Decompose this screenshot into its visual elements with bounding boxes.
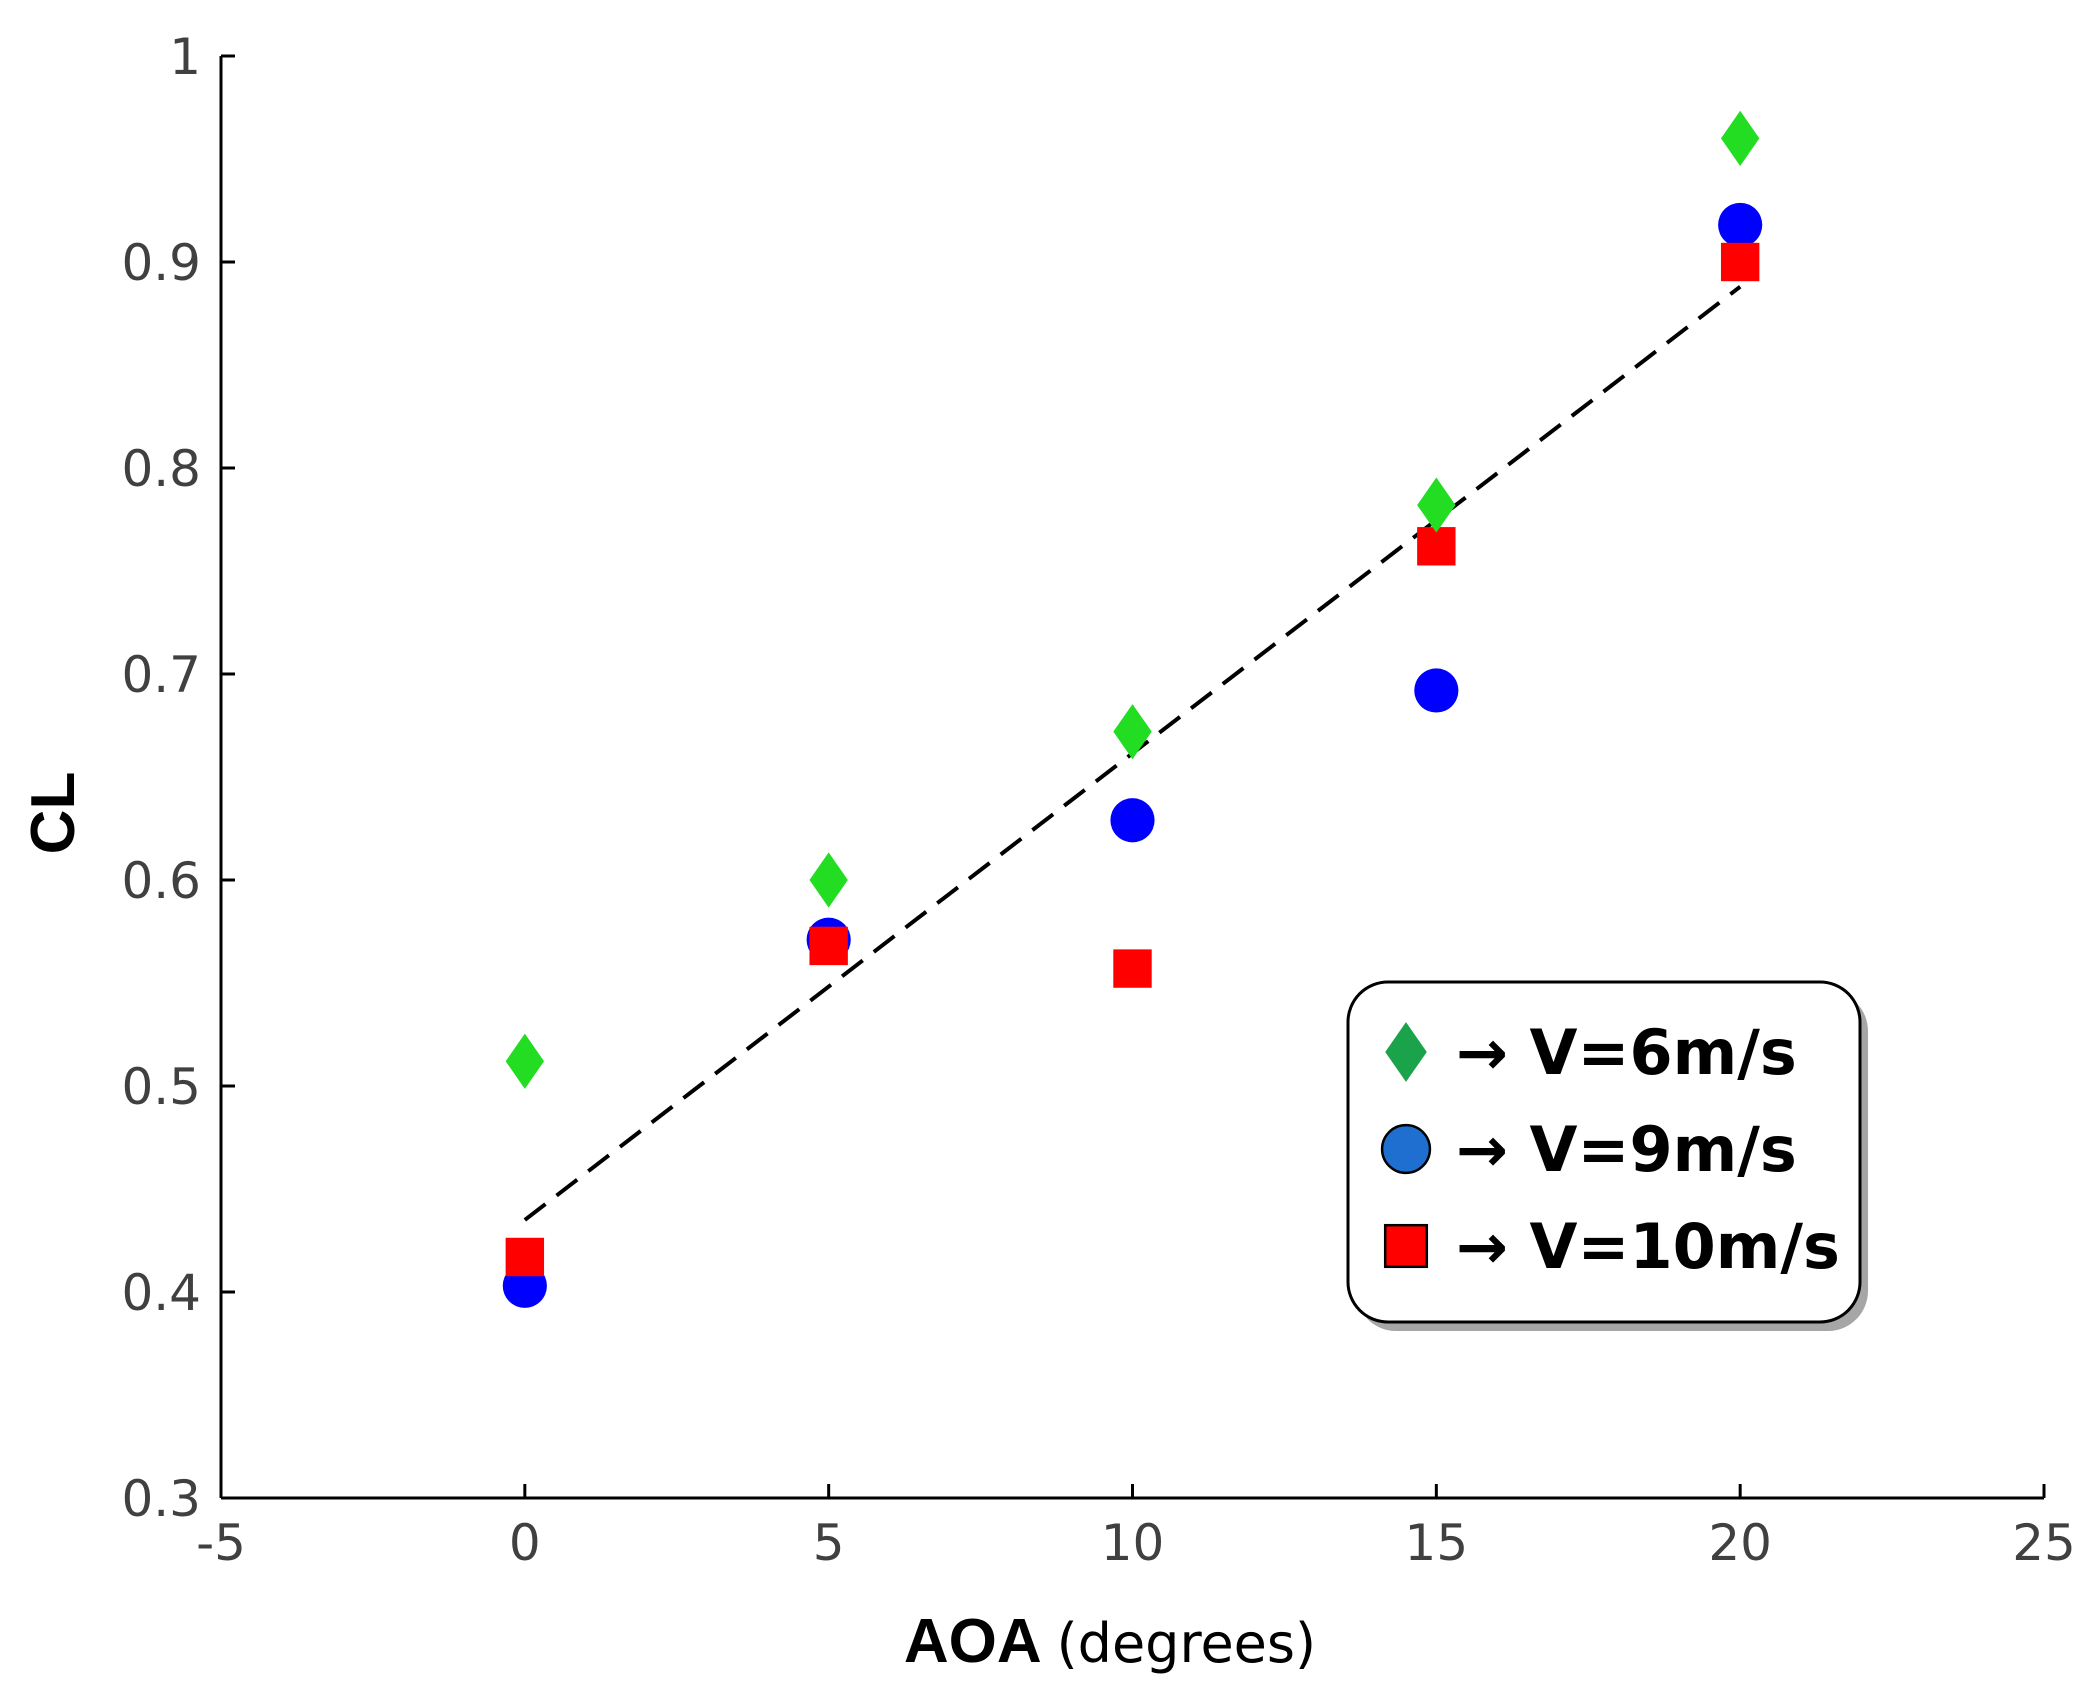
legend-box	[1346, 980, 1862, 1324]
y-axis-ticks: 0.3 0.4 0.5 0.6 0.7 0.8 0.9 1	[121, 28, 235, 1528]
y-tick-label: 0.4	[121, 1264, 201, 1322]
y-tick-label: 0.3	[121, 1470, 201, 1528]
y-tick-label: 0.9	[121, 234, 201, 292]
point-diamond	[809, 852, 848, 908]
series-V=6m/s	[505, 110, 1760, 1089]
legend-label: → V=9m/s	[1456, 1113, 1797, 1186]
x-tick-label: 5	[813, 1514, 845, 1572]
point-square	[505, 1237, 545, 1277]
point-diamond	[1113, 704, 1152, 760]
y-tick-label: 0.5	[121, 1058, 201, 1116]
y-tick-label: 1	[169, 28, 201, 86]
x-tick-label: 20	[1708, 1514, 1772, 1572]
point-diamond	[505, 1033, 545, 1089]
point-square	[1417, 527, 1456, 566]
point-square	[1720, 242, 1760, 282]
legend-marker-diamond	[1385, 1022, 1427, 1082]
x-tick-label: 10	[1101, 1514, 1165, 1572]
x-axis-label: AOA	[904, 1607, 1041, 1676]
point-diamond	[1720, 110, 1760, 166]
x-axis-ticks: -5 0 5 10 15 20 25	[196, 1484, 2076, 1572]
x-tick-label: 15	[1405, 1514, 1469, 1572]
x-axis-unit: (degrees)	[1057, 1612, 1317, 1675]
point-circle	[1718, 202, 1763, 247]
point-circle	[1414, 668, 1459, 713]
legend: → V=6m/s → V=9m/s → V=10m/s	[1346, 980, 1868, 1331]
x-tick-label: 25	[2012, 1514, 2076, 1572]
legend-label: → V=10m/s	[1456, 1210, 1840, 1283]
point-diamond	[1417, 477, 1456, 533]
legend-marker-square	[1383, 1223, 1429, 1269]
point-circle	[1110, 798, 1155, 843]
point-square	[1113, 949, 1152, 988]
data-points	[502, 110, 1763, 1308]
point-square	[809, 926, 848, 966]
series-V=10m/s	[505, 242, 1760, 1277]
x-tick-label: -5	[196, 1514, 246, 1572]
y-axis-title: CL	[19, 772, 88, 855]
x-axis-title: AOA (degrees)	[904, 1607, 1316, 1676]
y-tick-label: 0.7	[121, 646, 201, 704]
y-tick-label: 0.8	[121, 440, 201, 498]
legend-marker-circle	[1380, 1123, 1432, 1175]
legend-label: → V=6m/s	[1456, 1016, 1797, 1089]
x-tick-label: 0	[509, 1514, 541, 1572]
y-tick-label: 0.6	[121, 852, 201, 910]
